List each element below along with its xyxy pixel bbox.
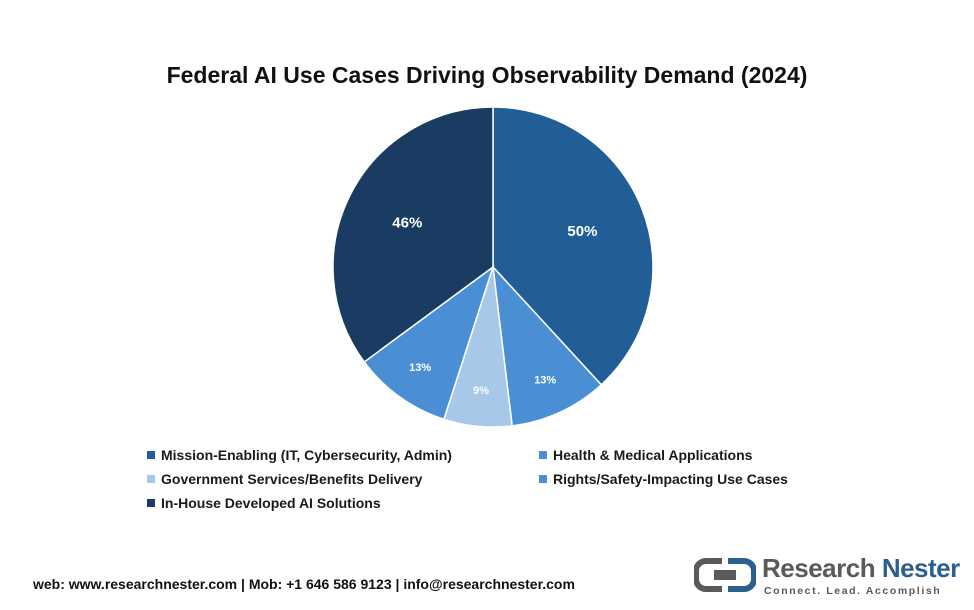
legend-item-2: Government Services/Benefits Delivery <box>147 471 422 487</box>
chart-legend: Mission-Enabling (IT, Cybersecurity, Adm… <box>147 447 847 527</box>
legend-item-4: In-House Developed AI Solutions <box>147 495 381 511</box>
chart-title: Federal AI Use Cases Driving Observabili… <box>166 62 808 88</box>
slice-label-0: 50% <box>567 223 597 240</box>
slice-label-1: 13% <box>534 374 556 386</box>
legend-label: Mission-Enabling (IT, Cybersecurity, Adm… <box>161 447 452 463</box>
legend-label: Government Services/Benefits Delivery <box>161 471 423 487</box>
pie-chart: 50% 13% 9% 13% 46% <box>332 106 654 428</box>
logo-name: Research Nester <box>762 553 960 583</box>
slice-label-3: 13% <box>409 362 431 374</box>
footer-contact: web: www.researchnester.com | Mob: +1 64… <box>33 576 575 592</box>
pie-slice-1 <box>491 264 603 427</box>
logo-icon <box>694 558 756 592</box>
legend-label: Rights/Safety-Impacting Use Cases <box>553 471 788 487</box>
pie-slice-4 <box>332 106 494 364</box>
legend-swatch <box>147 475 155 483</box>
legend-label: In-House Developed AI Solutions <box>161 495 381 511</box>
research-nester-logo: Research Nester Connect. Lead. Accomplis… <box>694 551 960 601</box>
legend-item-0: Mission-Enabling (IT, Cybersecurity, Adm… <box>147 447 452 463</box>
legend-item-1: Health & Medical Applications <box>539 447 752 463</box>
pie-slice-3 <box>363 265 495 421</box>
logo-tagline: Connect. Lead. Accomplish <box>764 585 942 597</box>
legend-swatch <box>147 451 155 459</box>
legend-swatch <box>147 499 155 507</box>
legend-swatch <box>539 475 547 483</box>
pie-slice-0 <box>492 106 654 386</box>
legend-label: Health & Medical Applications <box>553 447 753 463</box>
slice-label-2: 9% <box>473 385 489 397</box>
legend-swatch <box>539 451 547 459</box>
slice-label-4: 46% <box>392 215 422 232</box>
legend-item-3: Rights/Safety-Impacting Use Cases <box>539 471 788 487</box>
